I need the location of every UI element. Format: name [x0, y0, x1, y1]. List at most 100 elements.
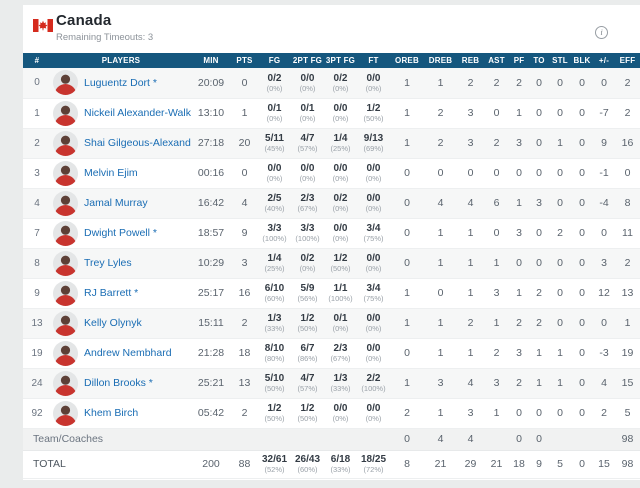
info-icon[interactable]: i [595, 26, 608, 39]
jersey-number-cell: 1 [34, 107, 40, 119]
stat-value: 26/43 [294, 454, 321, 465]
player-cell[interactable]: Nickeil Alexander-Walker [51, 98, 191, 128]
player-name-link[interactable]: Luguentz Dort * [84, 76, 157, 89]
fg3-cell: 0/0 (0%) [324, 218, 357, 248]
ast-cell: 2 [493, 137, 500, 149]
jersey-number-cell: 8 [34, 257, 40, 269]
boxscore-table: # PLAYERS MIN PTS FG 2PT FG 3PT FG FT OR… [23, 53, 640, 479]
player-cell[interactable]: RJ Barrett * [51, 278, 191, 308]
total-label: TOTAL [33, 458, 66, 470]
blk-cell: 0 [579, 137, 585, 149]
ast-cell: 2 [493, 347, 500, 359]
team-coaches-label: Team/Coaches [33, 433, 104, 445]
player-cell[interactable]: Dillon Brooks * [51, 368, 191, 398]
ft-cell: 9/13 (69%) [357, 128, 390, 158]
min-cell: 25:17 [197, 287, 225, 299]
player-cell[interactable]: Khem Birch [51, 398, 191, 428]
player-inner: Melvin Ejim [51, 160, 191, 186]
blk-cell: 0 [579, 347, 585, 359]
player-name-link[interactable]: Kelly Olynyk [84, 317, 142, 329]
min-cell: 25:21 [197, 377, 225, 389]
table-row: 1 Nickeil Alexander-Walker 13:10 1 0/1 (… [23, 98, 640, 128]
ft-cell: 0/0 (0%) [357, 248, 390, 278]
fg-cell: 5/11 (45%) [258, 128, 291, 158]
dreb-cell: 2 [437, 137, 444, 149]
dreb-cell: 4 [437, 433, 444, 445]
oreb-cell: 1 [404, 287, 410, 299]
fg3-cell: 0/2 (0%) [324, 188, 357, 218]
player-cell[interactable]: Jamal Murray [51, 188, 191, 218]
player-cell[interactable]: Andrew Nembhard [51, 338, 191, 368]
stat-percentage: (57%) [297, 144, 318, 153]
table-row: 13 Kelly Olynyk 15:11 2 1/3 (33%) 1/2 (5… [23, 308, 640, 338]
stat-percentage: (25%) [330, 144, 351, 153]
stat-percentage: (0%) [299, 114, 316, 123]
reb-cell: 0 [467, 167, 474, 179]
oreb-cell: 0 [404, 347, 410, 359]
fg3-cell: 1/1 (100%) [324, 278, 357, 308]
player-name-link[interactable]: Trey Lyles [84, 257, 132, 269]
player-name-link[interactable]: Andrew Nembhard [84, 347, 172, 359]
plus-minus-cell: -3 [599, 347, 609, 359]
player-avatar [53, 70, 78, 96]
fg-cell: 1/4 (25%) [258, 248, 291, 278]
player-name-link[interactable]: Jamal Murray [84, 197, 148, 209]
stat-value: 0/0 [366, 253, 381, 264]
player-name-link[interactable]: Shai Gilgeous-Alexander * [84, 137, 191, 149]
jersey-number-cell: 24 [31, 377, 43, 389]
pf-cell: 1 [516, 287, 522, 299]
dreb-cell: 21 [434, 458, 447, 470]
player-avatar [53, 370, 78, 396]
stat-percentage: (0%) [299, 174, 316, 183]
player-name-link[interactable]: Dwight Powell * [84, 227, 157, 239]
reb-cell: 1 [467, 257, 474, 269]
plus-minus-cell: 3 [601, 257, 607, 269]
stl-cell: 1 [557, 347, 563, 359]
stat-value: 0/0 [366, 403, 381, 414]
jersey-number-cell: 0 [34, 77, 40, 89]
stl-cell: 0 [557, 76, 563, 89]
player-name-link[interactable]: Dillon Brooks * [84, 377, 153, 389]
player-cell[interactable]: Dwight Powell * [51, 218, 191, 248]
stat-value: 1/2 [300, 313, 315, 324]
player-name-link[interactable]: RJ Barrett * [84, 287, 139, 299]
player-avatar [53, 340, 78, 366]
oreb-cell: 1 [404, 377, 410, 389]
table-row: 24 Dillon Brooks * 25:21 13 5/10 (50%) 4… [23, 368, 640, 398]
player-cell[interactable]: Melvin Ejim [51, 158, 191, 188]
stat-value: 1/4 [267, 253, 282, 264]
stat-percentage: (0%) [365, 324, 382, 333]
stat-percentage: (40%) [264, 204, 285, 213]
plus-minus-cell: 15 [598, 458, 610, 470]
player-name-link[interactable]: Khem Birch [84, 407, 139, 419]
ft-cell: 0/0 (0%) [357, 158, 390, 188]
player-cell[interactable]: Trey Lyles [51, 248, 191, 278]
canada-flag-icon [33, 19, 53, 32]
to-cell: 0 [536, 407, 542, 419]
player-name-link[interactable]: Nickeil Alexander-Walker [84, 107, 191, 119]
stat-percentage: (52%) [264, 465, 285, 474]
stat-percentage: (0%) [365, 414, 382, 423]
fg2-cell: 0/0 (0%) [291, 158, 324, 188]
stat-value: 18/25 [360, 454, 387, 465]
stat-value: 8/10 [264, 343, 285, 354]
oreb-cell: 2 [404, 407, 410, 419]
stat-value: 1/3 [333, 373, 348, 384]
player-cell[interactable]: Shai Gilgeous-Alexander * [51, 128, 191, 158]
table-row: 2 Shai Gilgeous-Alexander * 27:18 20 5/1… [23, 128, 640, 158]
table-row: 3 Melvin Ejim 00:16 0 0/0 (0%) 0/0 (0%) [23, 158, 640, 188]
min-cell: 21:28 [197, 347, 225, 359]
stl-cell: 0 [557, 287, 563, 299]
fg-cell: 0/1 (0%) [258, 98, 291, 128]
reb-cell: 29 [464, 458, 477, 470]
stat-percentage: (57%) [297, 384, 318, 393]
player-cell[interactable]: Kelly Olynyk [51, 308, 191, 338]
stl-cell: 0 [557, 407, 563, 419]
stat-value: 4/7 [300, 373, 315, 384]
player-name-link[interactable]: Melvin Ejim [84, 167, 138, 179]
stat-value: 3/4 [366, 223, 381, 234]
player-cell[interactable]: Luguentz Dort * [51, 68, 191, 98]
reb-cell: 2 [467, 317, 474, 329]
reb-cell: 4 [467, 377, 474, 389]
fg3-cell: 2/3 (67%) [324, 338, 357, 368]
